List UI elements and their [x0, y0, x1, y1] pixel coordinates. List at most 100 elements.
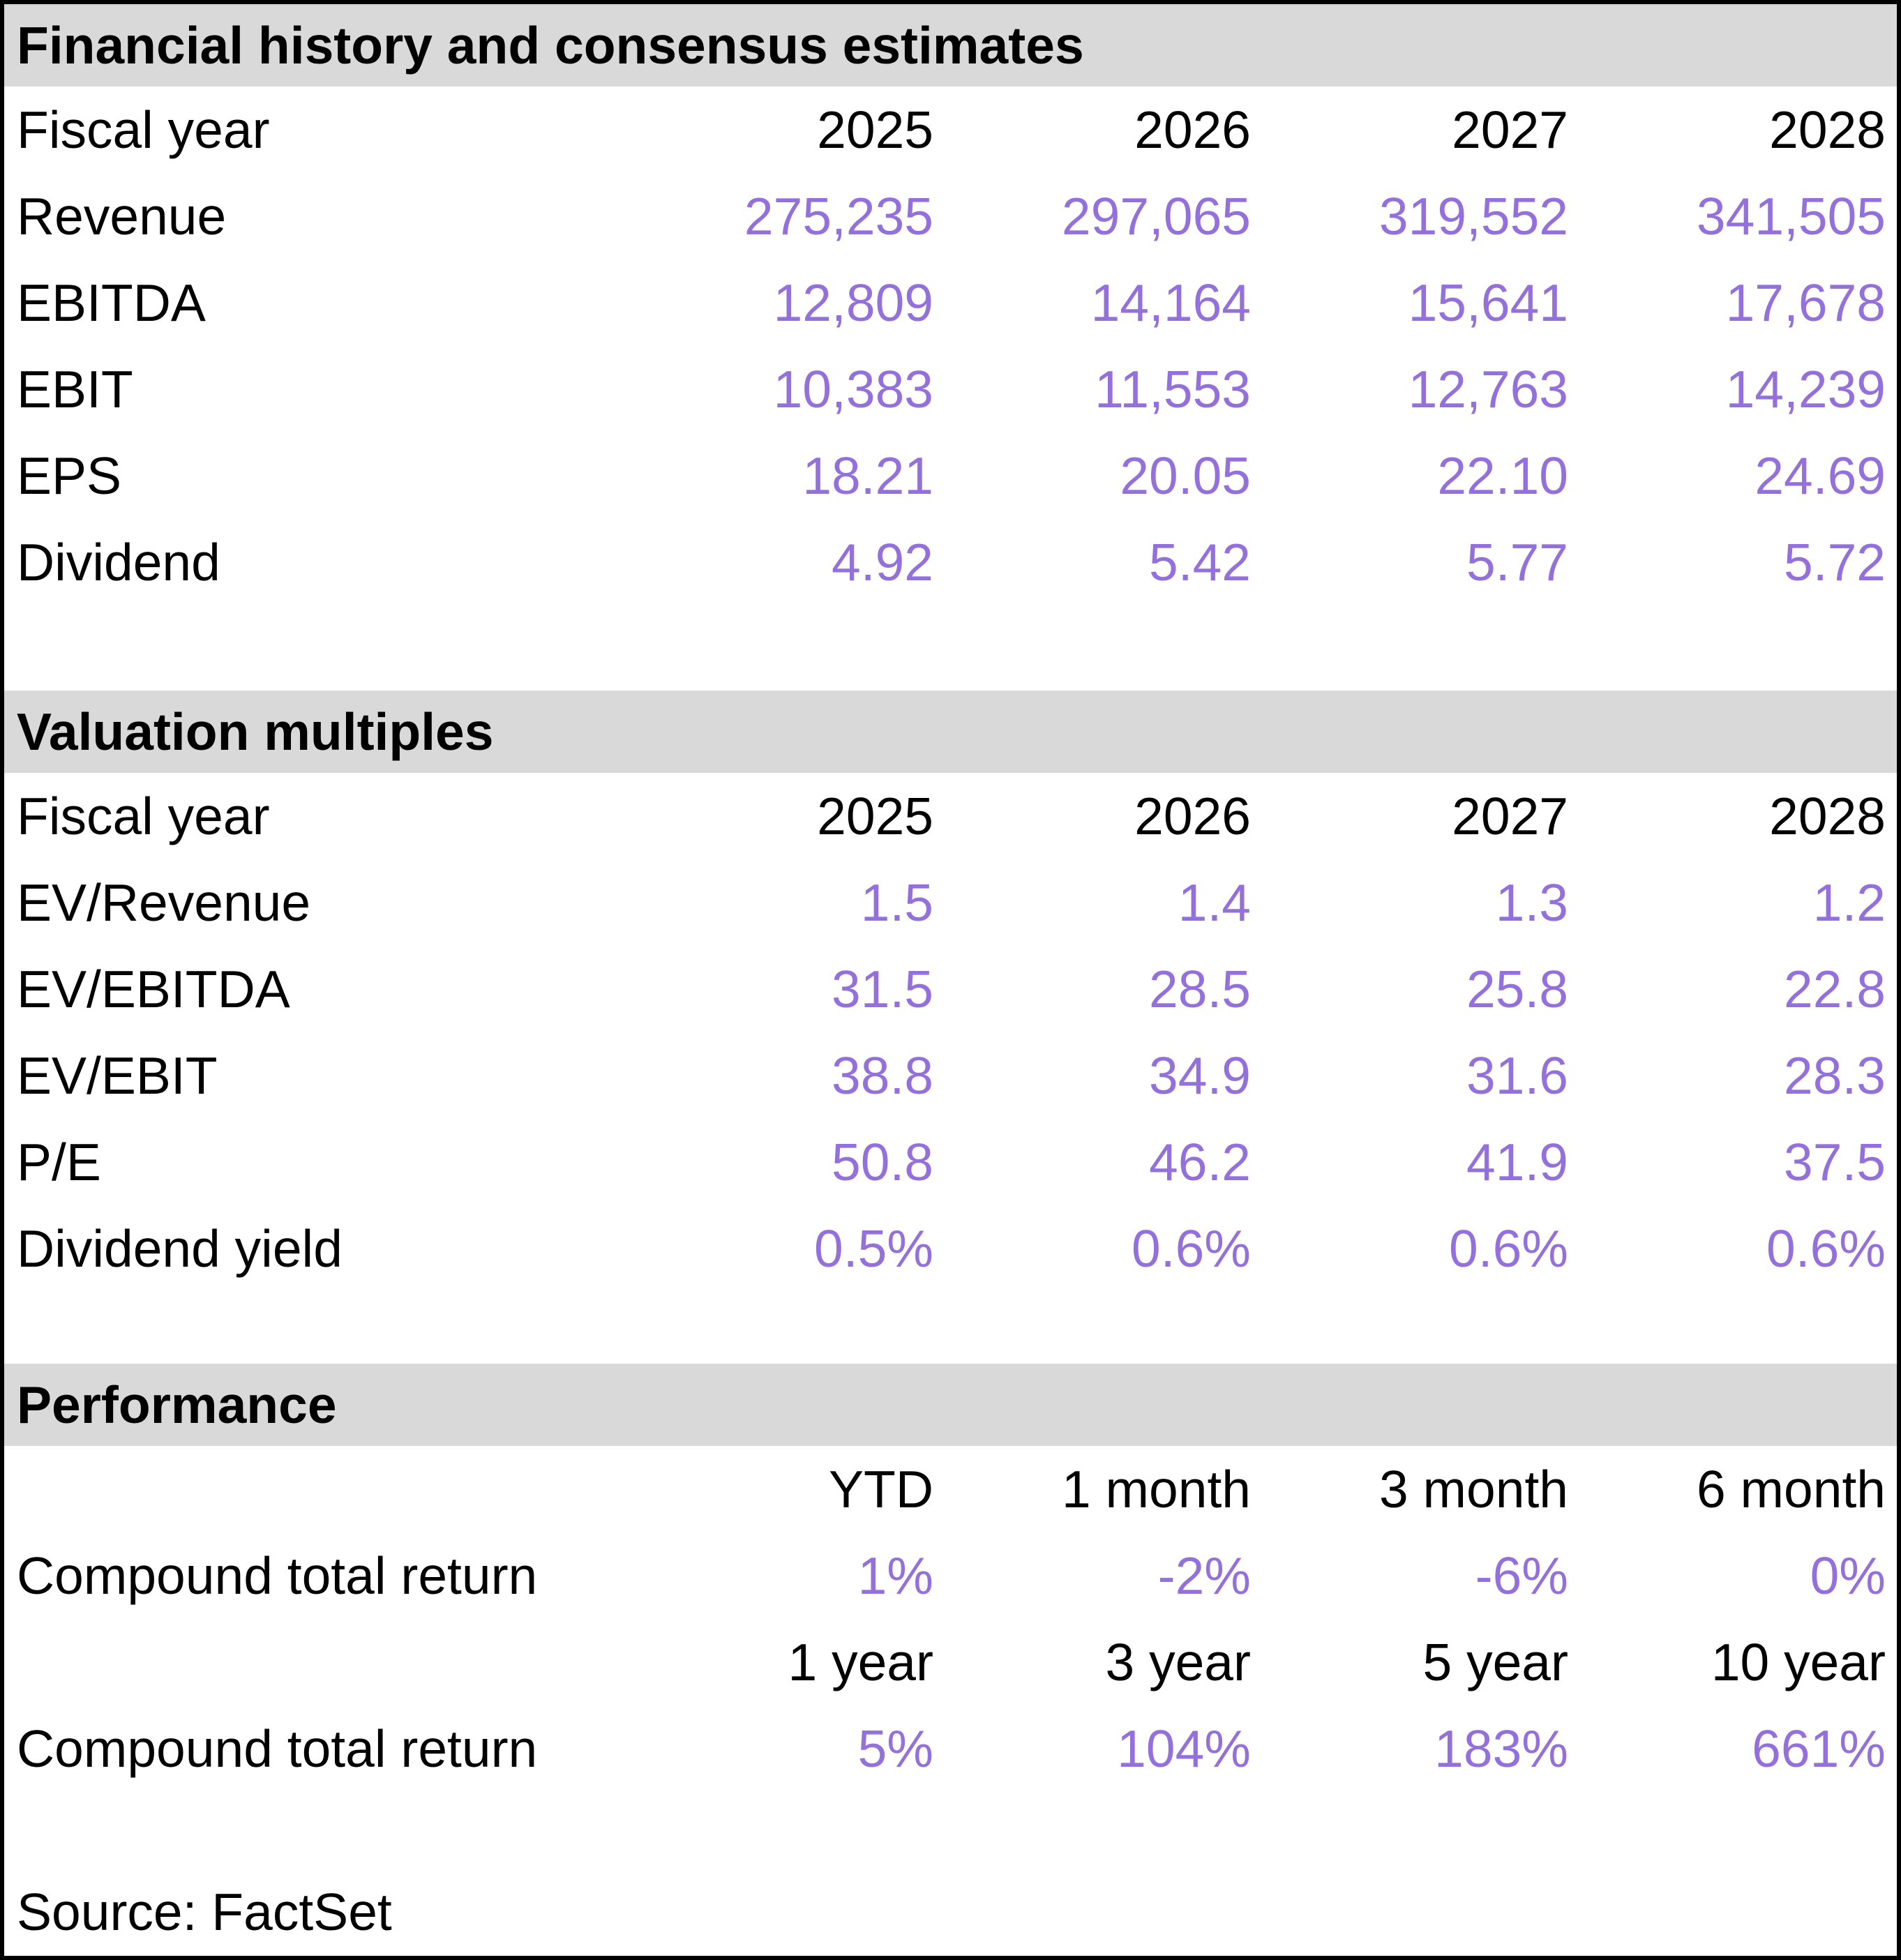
- table-row-pe: P/E 50.8 46.2 41.9 37.5: [4, 1119, 1897, 1205]
- column-header: 10 year: [1711, 1633, 1886, 1691]
- cell-value: 28.5: [1149, 960, 1251, 1018]
- row-label: EBITDA: [17, 273, 206, 332]
- cell-value: 14,239: [1725, 360, 1886, 419]
- table-header-row-short-term: YTD 1 month 3 month 6 month: [4, 1446, 1897, 1532]
- column-header: 2025: [817, 787, 933, 845]
- table-row-ev-ebitda: EV/EBITDA 31.5 28.5 25.8 22.8: [4, 946, 1897, 1032]
- cell-value: 183%: [1434, 1719, 1568, 1778]
- cell-value: 41.9: [1466, 1133, 1568, 1191]
- table-row-compound-total-return-short: Compound total return 1% -2% -6% 0%: [4, 1532, 1897, 1619]
- cell-value: 104%: [1117, 1719, 1251, 1778]
- row-label: EV/Revenue: [17, 873, 311, 932]
- cell-value: 1%: [857, 1546, 933, 1605]
- row-label: Compound total return: [17, 1546, 538, 1605]
- cell-value: 22.10: [1437, 446, 1568, 505]
- column-header: 2028: [1769, 787, 1886, 845]
- table-row-ebit: EBIT 10,383 11,553 12,763 14,239: [4, 346, 1897, 432]
- cell-value: -2%: [1157, 1546, 1251, 1605]
- row-label: Revenue: [17, 187, 227, 246]
- table-row-compound-total-return-long: Compound total return 5% 104% 183% 661%: [4, 1705, 1897, 1792]
- row-label: EBIT: [17, 360, 133, 419]
- cell-value: 661%: [1752, 1719, 1886, 1778]
- cell-value: -6%: [1475, 1546, 1568, 1605]
- cell-value: 5.42: [1149, 533, 1251, 591]
- table-row-ev-revenue: EV/Revenue 1.5 1.4 1.3 1.2: [4, 859, 1897, 946]
- column-header: 2028: [1769, 100, 1886, 159]
- cell-value: 0%: [1810, 1546, 1886, 1605]
- cell-value: 28.3: [1784, 1046, 1886, 1105]
- table-row-ebitda: EBITDA 12,809 14,164 15,641 17,678: [4, 259, 1897, 346]
- column-header: 2027: [1452, 100, 1568, 159]
- cell-value: 10,383: [773, 360, 933, 419]
- row-label: Dividend: [17, 533, 220, 591]
- table-header-row-long-term: 1 year 3 year 5 year 10 year: [4, 1619, 1897, 1705]
- row-label: EV/EBIT: [17, 1046, 218, 1105]
- row-label: P/E: [17, 1133, 101, 1191]
- cell-value: 14,164: [1090, 273, 1251, 332]
- row-label: Compound total return: [17, 1719, 538, 1778]
- cell-value: 31.6: [1466, 1046, 1568, 1105]
- section-title: Financial history and consensus estimate…: [17, 16, 1084, 75]
- row-label-fiscal-year: Fiscal year: [17, 100, 270, 159]
- cell-value: 31.5: [832, 960, 933, 1018]
- row-label: Dividend yield: [17, 1219, 343, 1278]
- cell-value: 1.5: [860, 873, 933, 932]
- cell-value: 0.6%: [1766, 1219, 1886, 1278]
- row-label-fiscal-year: Fiscal year: [17, 787, 270, 845]
- section-title: Performance: [17, 1375, 337, 1434]
- row-label: EV/EBITDA: [17, 960, 290, 1018]
- cell-value: 37.5: [1784, 1133, 1886, 1191]
- cell-value: 12,809: [773, 273, 933, 332]
- cell-value: 5%: [857, 1719, 933, 1778]
- cell-value: 5.77: [1466, 533, 1568, 591]
- section-header-financial-history: Financial history and consensus estimate…: [4, 4, 1897, 86]
- cell-value: 297,065: [1061, 187, 1251, 246]
- table-row-dividend: Dividend 4.92 5.42 5.77 5.72: [4, 519, 1897, 605]
- cell-value: 1.4: [1178, 873, 1251, 932]
- source-text: Source: FactSet: [17, 1883, 392, 1941]
- table-row-revenue: Revenue 275,235 297,065 319,552 341,505: [4, 173, 1897, 259]
- cell-value: 0.6%: [1449, 1219, 1568, 1278]
- column-header: 1 month: [1062, 1460, 1251, 1518]
- column-header: 5 year: [1422, 1633, 1568, 1691]
- source-row: Source: FactSet: [4, 1869, 1897, 1955]
- cell-value: 1.2: [1812, 873, 1886, 932]
- table-row-eps: EPS 18.21 20.05 22.10 24.69: [4, 432, 1897, 519]
- row-label: EPS: [17, 446, 122, 505]
- cell-value: 5.72: [1784, 533, 1886, 591]
- cell-value: 25.8: [1466, 960, 1568, 1018]
- column-header: 3 year: [1105, 1633, 1251, 1691]
- section-title: Valuation multiples: [17, 702, 494, 761]
- section-header-valuation-multiples: Valuation multiples: [4, 691, 1897, 773]
- cell-value: 4.92: [832, 533, 933, 591]
- cell-value: 46.2: [1149, 1133, 1251, 1191]
- cell-value: 34.9: [1149, 1046, 1251, 1105]
- column-header: 3 month: [1379, 1460, 1568, 1518]
- cell-value: 0.6%: [1132, 1219, 1251, 1278]
- column-header: 2026: [1134, 787, 1251, 845]
- cell-value: 24.69: [1755, 446, 1886, 505]
- column-header: 2026: [1134, 100, 1251, 159]
- column-header: YTD: [829, 1460, 933, 1518]
- column-header: 1 year: [788, 1633, 933, 1691]
- cell-value: 341,505: [1696, 187, 1886, 246]
- column-header: 6 month: [1697, 1460, 1886, 1518]
- cell-value: 319,552: [1378, 187, 1568, 246]
- cell-value: 22.8: [1784, 960, 1886, 1018]
- section-header-performance: Performance: [4, 1364, 1897, 1446]
- cell-value: 1.3: [1495, 873, 1568, 932]
- cell-value: 12,763: [1408, 360, 1568, 419]
- cell-value: 0.5%: [814, 1219, 933, 1278]
- cell-value: 18.21: [802, 446, 933, 505]
- cell-value: 275,235: [744, 187, 933, 246]
- cell-value: 38.8: [832, 1046, 933, 1105]
- column-header: 2027: [1452, 787, 1568, 845]
- cell-value: 15,641: [1408, 273, 1568, 332]
- cell-value: 17,678: [1725, 273, 1886, 332]
- table-header-row: Fiscal year 2025 2026 2027 2028: [4, 86, 1897, 173]
- table-row-dividend-yield: Dividend yield 0.5% 0.6% 0.6% 0.6%: [4, 1205, 1897, 1292]
- cell-value: 50.8: [832, 1133, 933, 1191]
- table-header-row: Fiscal year 2025 2026 2027 2028: [4, 773, 1897, 859]
- table-row-ev-ebit: EV/EBIT 38.8 34.9 31.6 28.3: [4, 1032, 1897, 1119]
